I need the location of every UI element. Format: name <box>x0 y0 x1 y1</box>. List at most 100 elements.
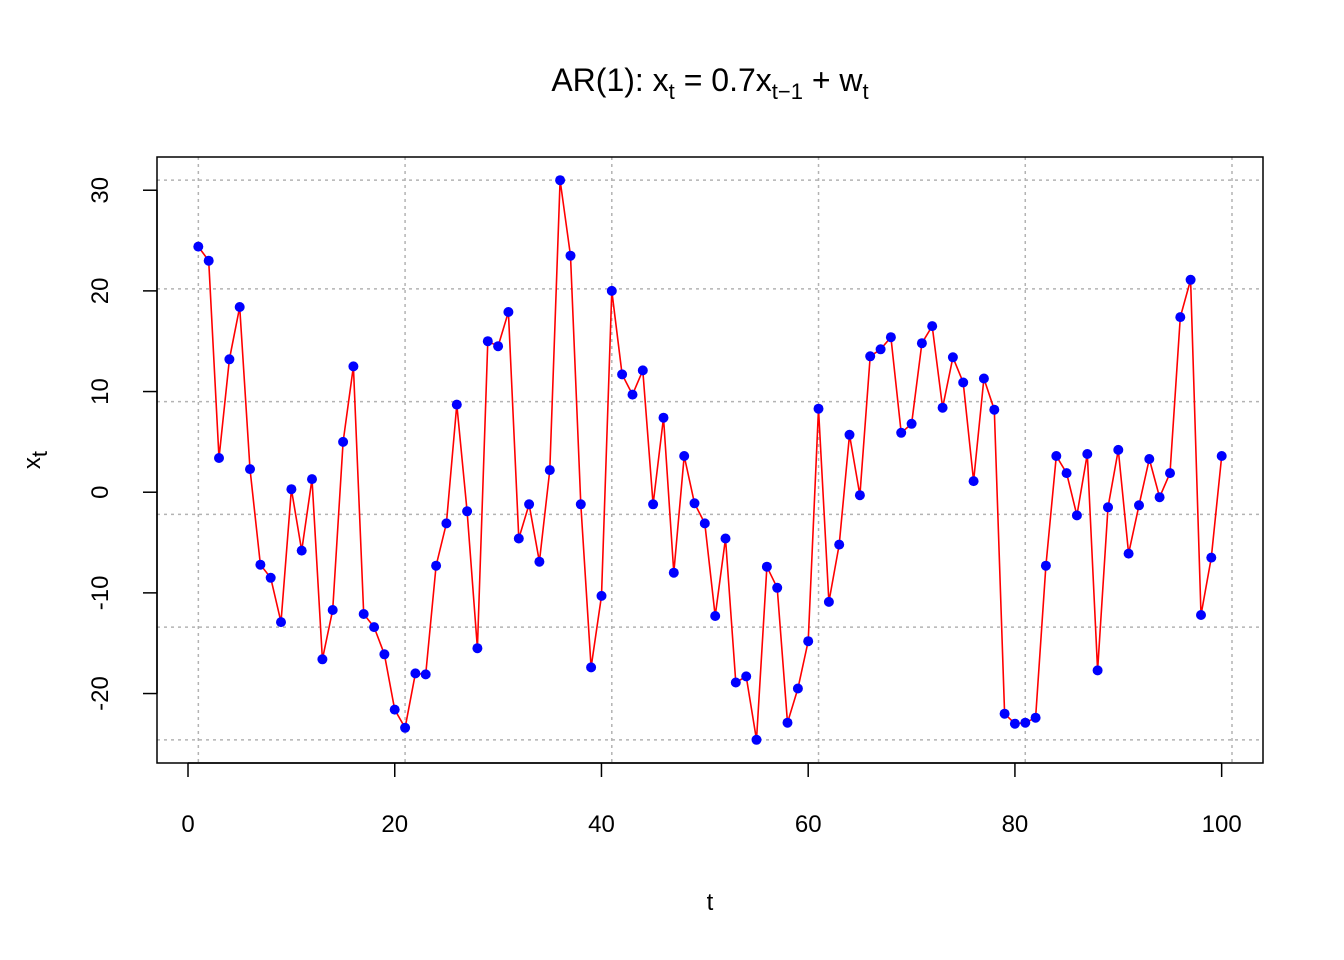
data-point <box>906 418 917 429</box>
data-point <box>978 373 989 384</box>
data-point <box>627 389 638 400</box>
data-point <box>885 332 896 343</box>
y-tick-label: -10 <box>87 576 114 611</box>
data-point <box>710 611 721 621</box>
data-point <box>1061 468 1072 479</box>
data-point <box>245 464 255 475</box>
data-point <box>1113 444 1124 455</box>
data-point <box>834 539 845 550</box>
data-point <box>358 609 369 619</box>
data-point <box>327 605 338 615</box>
data-point <box>493 341 504 352</box>
data-point <box>513 533 524 544</box>
data-point <box>1144 454 1155 464</box>
x-tick-label: 100 <box>1202 811 1242 838</box>
data-point <box>348 361 359 372</box>
series-line <box>197 180 1223 740</box>
data-point <box>617 369 628 380</box>
data-point <box>947 352 958 363</box>
data-point <box>730 677 741 688</box>
data-point <box>193 241 204 252</box>
data-point <box>1040 560 1051 571</box>
data-point <box>441 518 452 529</box>
data-point <box>875 344 886 355</box>
data-point <box>1051 451 1062 461</box>
data-point <box>916 338 927 349</box>
data-point <box>1216 451 1227 461</box>
data-point <box>772 582 783 593</box>
y-tick-label: 30 <box>87 177 114 204</box>
data-point <box>741 671 752 682</box>
data-point <box>276 617 286 628</box>
data-point <box>720 533 731 544</box>
data-point <box>410 668 421 679</box>
grid <box>157 157 1263 763</box>
data-point <box>813 403 824 414</box>
x-tick-label: 0 <box>181 811 194 838</box>
data-point <box>637 365 648 376</box>
data-point <box>1175 312 1186 323</box>
data-point <box>317 654 328 665</box>
data-point <box>296 545 307 556</box>
data-point <box>369 622 380 633</box>
data-point <box>854 490 865 501</box>
data-point <box>1206 552 1217 563</box>
data-point <box>761 561 772 572</box>
y-tick-label: 10 <box>87 378 114 405</box>
x-axis-title: t <box>707 889 714 916</box>
chart-title: AR(1): xt = 0.7xt−1 + wt <box>551 62 868 104</box>
data-point <box>379 649 390 660</box>
data-point <box>1123 548 1134 559</box>
data-point <box>689 498 700 509</box>
data-point <box>1134 500 1144 511</box>
data-point <box>575 499 586 510</box>
data-point <box>1103 502 1113 513</box>
data-point <box>544 465 555 476</box>
data-point <box>462 506 473 517</box>
data-point <box>451 399 462 410</box>
data-point <box>472 643 483 654</box>
data-point <box>699 518 710 529</box>
data-point <box>668 567 679 578</box>
data-point <box>792 683 803 694</box>
data-point <box>307 474 317 485</box>
data-point <box>865 351 876 362</box>
data-point <box>1030 712 1041 723</box>
data-point <box>203 255 214 266</box>
data-point <box>989 404 1000 415</box>
data-point <box>658 412 669 423</box>
series-group <box>193 175 1227 745</box>
data-point <box>482 336 493 347</box>
data-point <box>1082 449 1093 459</box>
data-point <box>1071 510 1082 521</box>
data-point <box>1092 665 1103 676</box>
data-point <box>823 596 834 607</box>
data-point <box>565 250 576 261</box>
data-point <box>214 453 224 463</box>
data-point <box>400 722 411 733</box>
data-point <box>503 307 514 317</box>
data-point <box>1009 718 1020 729</box>
y-axis-title: xt <box>19 451 52 469</box>
data-point <box>389 704 400 715</box>
x-tick-label: 20 <box>381 811 408 838</box>
data-point <box>265 572 276 583</box>
data-point <box>1165 468 1175 479</box>
data-point <box>234 302 245 312</box>
data-point <box>999 708 1010 719</box>
data-point <box>648 499 659 510</box>
data-point <box>586 662 597 673</box>
data-point <box>596 590 607 601</box>
y-tick-label: -20 <box>87 676 114 711</box>
data-point <box>1020 717 1031 728</box>
data-point <box>927 321 938 332</box>
data-point <box>431 560 442 571</box>
axes: 0 20 40 60 80 100 -20 -10 0 10 20 30 <box>87 177 1242 838</box>
data-point <box>286 484 297 495</box>
y-tick-label: 20 <box>87 278 114 305</box>
data-point <box>896 427 907 438</box>
data-point <box>338 436 349 447</box>
y-tick-label: 0 <box>87 486 114 499</box>
x-tick-label: 60 <box>795 811 822 838</box>
